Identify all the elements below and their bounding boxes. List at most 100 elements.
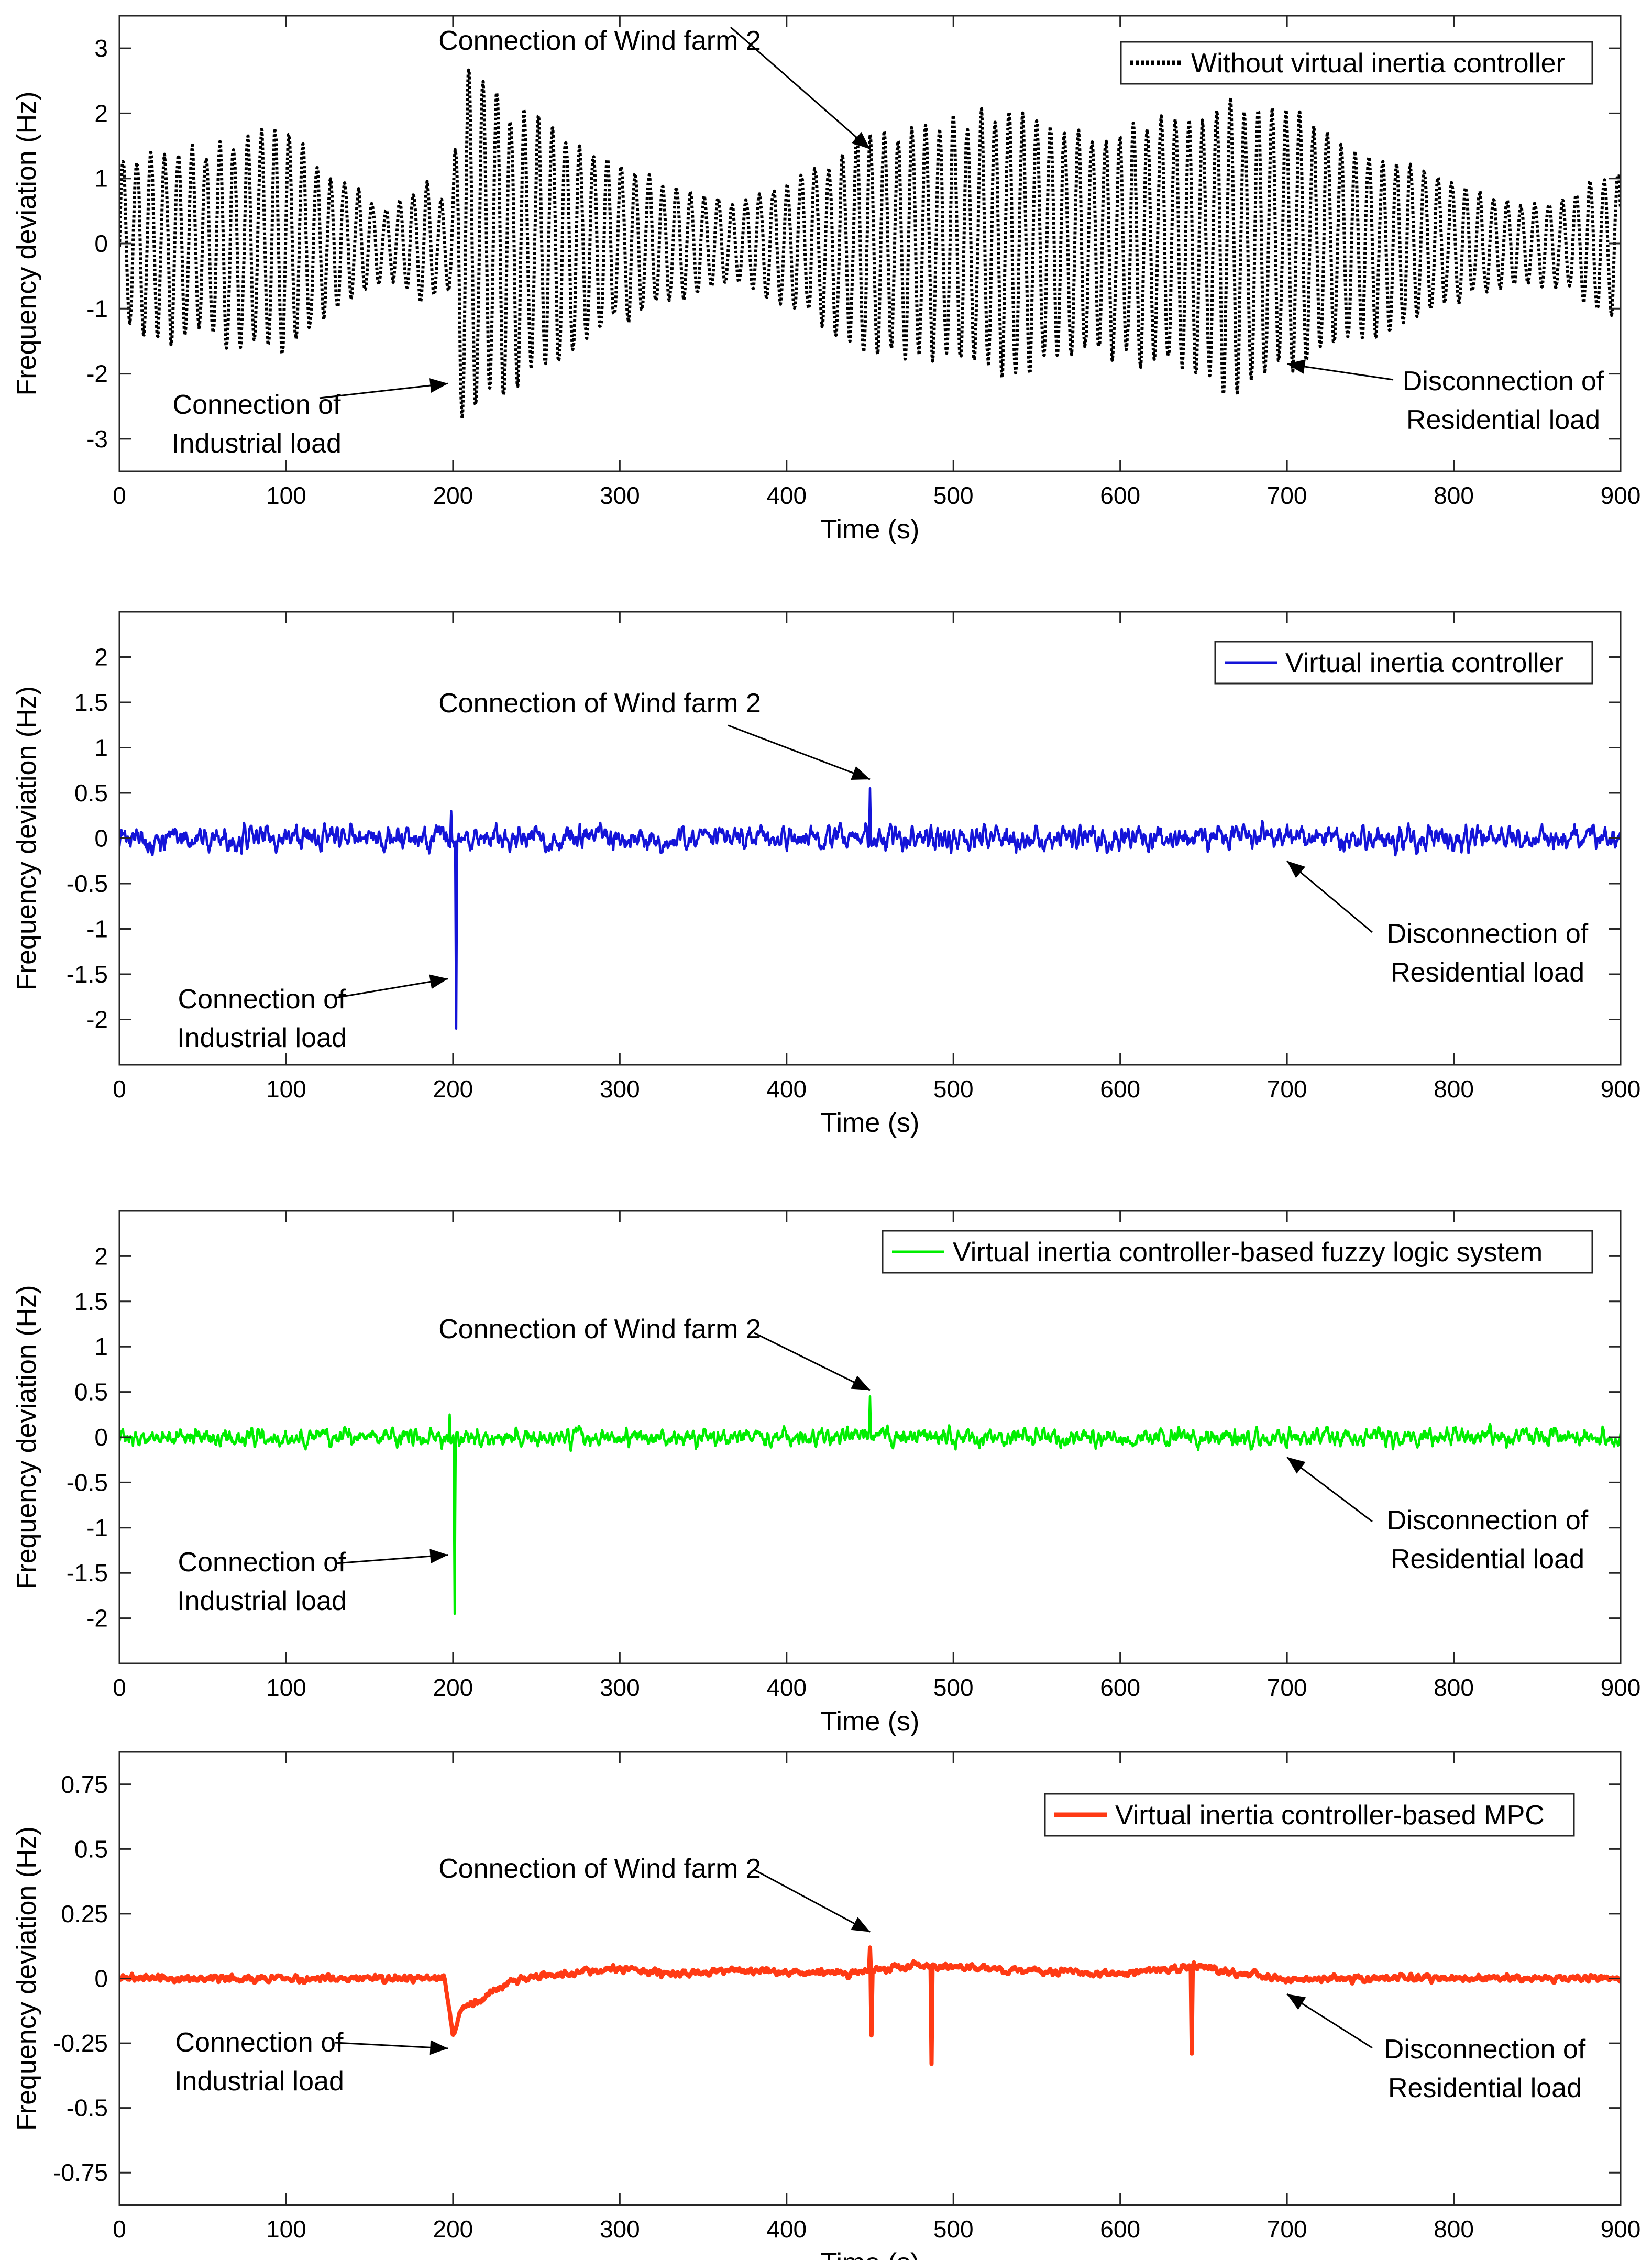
x-tick-label: 800 <box>1434 2215 1474 2243</box>
y-tick-label: -0.75 <box>53 2159 108 2186</box>
annotation-3: Disconnection of Residential load <box>1286 860 1589 988</box>
x-axis-label: Time (s) <box>821 1706 920 1737</box>
x-tick-label: 400 <box>766 2215 807 2243</box>
y-tick-label: 2 <box>94 100 108 127</box>
y-tick-label: 0 <box>94 1424 108 1451</box>
x-tick-label: 400 <box>766 482 807 509</box>
legend-box <box>882 1230 1593 1274</box>
y-tick-label: 1.5 <box>74 1288 108 1315</box>
y-tick-label: 0.5 <box>74 1379 108 1406</box>
x-tick-label: 200 <box>433 1075 473 1103</box>
annotation-3: Disconnection of Residential load <box>1286 359 1604 435</box>
annotation-text: Disconnection of <box>1387 1505 1589 1536</box>
annotation-arrow-line <box>1286 1456 1373 1523</box>
series-line-1 <box>119 1395 1621 1615</box>
y-tick-label: 0.75 <box>61 1771 108 1798</box>
legend: Without virtual inertia controller <box>1120 41 1593 85</box>
chart-panel-3: 0 100 200 300 400 500 600 700 800 900 -2 -1.5 -1 -0.5… <box>12 1210 1641 1737</box>
x-tick-label: 300 <box>600 1075 640 1103</box>
x-tick-label: 900 <box>1601 1674 1641 1701</box>
annotation-arrow-head <box>851 766 870 780</box>
x-tick-label: 500 <box>933 1674 974 1701</box>
x-tick-label: 500 <box>933 2215 974 2243</box>
legend-box <box>1044 1793 1575 1837</box>
annotation-text: Connection of Wind farm 2 <box>438 26 761 56</box>
legend-box <box>1120 41 1593 85</box>
x-tick-label: 500 <box>933 482 974 509</box>
chart-panel-2: 0 100 200 300 400 500 600 700 800 900 -2 -1.5 -1 -0.5… <box>12 611 1641 1138</box>
x-tick-label: 800 <box>1434 1674 1474 1701</box>
annotation-2: Connection of Industrial load <box>177 1547 448 1616</box>
annotation-arrow-line <box>730 26 871 150</box>
annotation-text: Connection of <box>175 2027 344 2058</box>
annotation-arrow-head <box>429 378 448 393</box>
annotation-text: Disconnection of <box>1403 366 1604 396</box>
annotation-text: Connection of Wind farm 2 <box>438 1314 761 1344</box>
y-tick-label: -0.25 <box>53 2030 108 2057</box>
y-tick-label: 0 <box>94 825 108 852</box>
annotation-1: Connection of Wind farm 2 <box>438 1314 871 1391</box>
annotation-arrow-head <box>429 2040 448 2055</box>
y-axis-label: Frequency deviation (Hz) <box>12 1285 42 1590</box>
annotation-arrow-line <box>319 382 448 399</box>
legend-label: Virtual inertia controller-based MPC <box>1115 1800 1545 1831</box>
x-tick-label: 600 <box>1100 1075 1140 1103</box>
annotation-arrow-line <box>728 724 871 780</box>
x-tick-label: 0 <box>113 1674 126 1701</box>
y-tick-label: -1 <box>86 295 108 322</box>
y-tick-label: 2 <box>94 1242 108 1270</box>
chart-panel-1: 0 100 200 300 400 500 600 700 800 900 -3 -2 -1 0 1 2 3 Ti… <box>12 15 1640 545</box>
annotation-arrow-head <box>852 131 870 149</box>
y-tick-label: -1 <box>86 1514 108 1541</box>
legend-box <box>1214 641 1593 685</box>
annotation-text: Industrial load <box>172 428 342 459</box>
x-tick-label: 300 <box>600 1674 640 1701</box>
y-tick-label: 0 <box>94 230 108 257</box>
x-tick-label: 200 <box>433 1674 473 1701</box>
legend: Virtual inertia controller-based fuzzy l… <box>882 1230 1593 1274</box>
x-tick-label: 600 <box>1100 1674 1140 1701</box>
x-tick-label: 100 <box>266 482 306 509</box>
y-tick-label: 0.5 <box>74 779 108 807</box>
annotation-arrow-head <box>1287 1994 1306 2010</box>
x-tick-label: 100 <box>266 1674 306 1701</box>
x-tick-label: 0 <box>113 482 126 509</box>
y-axis-label: Frequency deviation (Hz) <box>12 92 42 396</box>
x-tick-label: 600 <box>1100 482 1140 509</box>
y-tick-label: -0.5 <box>67 2094 108 2122</box>
y-axis-label: Frequency deviation (Hz) <box>12 686 42 990</box>
x-tick-label: 900 <box>1601 1075 1641 1103</box>
x-tick-label: 0 <box>113 2215 126 2243</box>
annotation-arrow-head <box>429 974 448 989</box>
x-tick-label: 700 <box>1267 1075 1307 1103</box>
x-tick-label: 0 <box>113 1075 126 1103</box>
annotation-arrow-head <box>1287 861 1306 878</box>
annotation-arrow-line <box>335 1554 448 1564</box>
y-tick-label: 3 <box>94 35 108 62</box>
annotation-1: Connection of Wind farm 2 <box>438 1854 871 1933</box>
chart-panel-4: 0 100 200 300 400 500 600 700 800 900 -0.75 -0.5 -0.… <box>12 1751 1641 2260</box>
y-tick-label: 1.5 <box>74 689 108 716</box>
annotation-arrow-head <box>851 1917 870 1932</box>
annotation-3: Disconnection of Residential load <box>1286 1456 1589 1574</box>
series-line-1 <box>119 1945 1621 2066</box>
annotation-arrow-head <box>851 1375 870 1391</box>
y-tick-label: 1 <box>94 165 108 192</box>
x-tick-label: 400 <box>766 1674 807 1701</box>
annotation-arrow-head <box>1287 1457 1306 1474</box>
y-tick-label: 2 <box>94 644 108 671</box>
annotation-arrow-line <box>1286 363 1394 381</box>
annotation-text: Residential load <box>1391 957 1584 988</box>
x-tick-label: 100 <box>266 1075 306 1103</box>
legend-label: Virtual inertia controller-based fuzzy l… <box>953 1237 1543 1267</box>
x-tick-label: 800 <box>1434 1075 1474 1103</box>
x-tick-label: 100 <box>266 2215 306 2243</box>
annotation-arrow-line <box>335 978 448 999</box>
annotation-text: Disconnection of <box>1387 919 1589 949</box>
y-tick-label: 0.25 <box>61 1900 108 1927</box>
y-tick-label: -3 <box>86 425 108 453</box>
annotation-arrow-line <box>754 1869 871 1933</box>
y-tick-label: -0.5 <box>67 1469 108 1496</box>
x-tick-label: 900 <box>1601 2215 1641 2243</box>
x-axis-label: Time (s) <box>821 514 920 545</box>
